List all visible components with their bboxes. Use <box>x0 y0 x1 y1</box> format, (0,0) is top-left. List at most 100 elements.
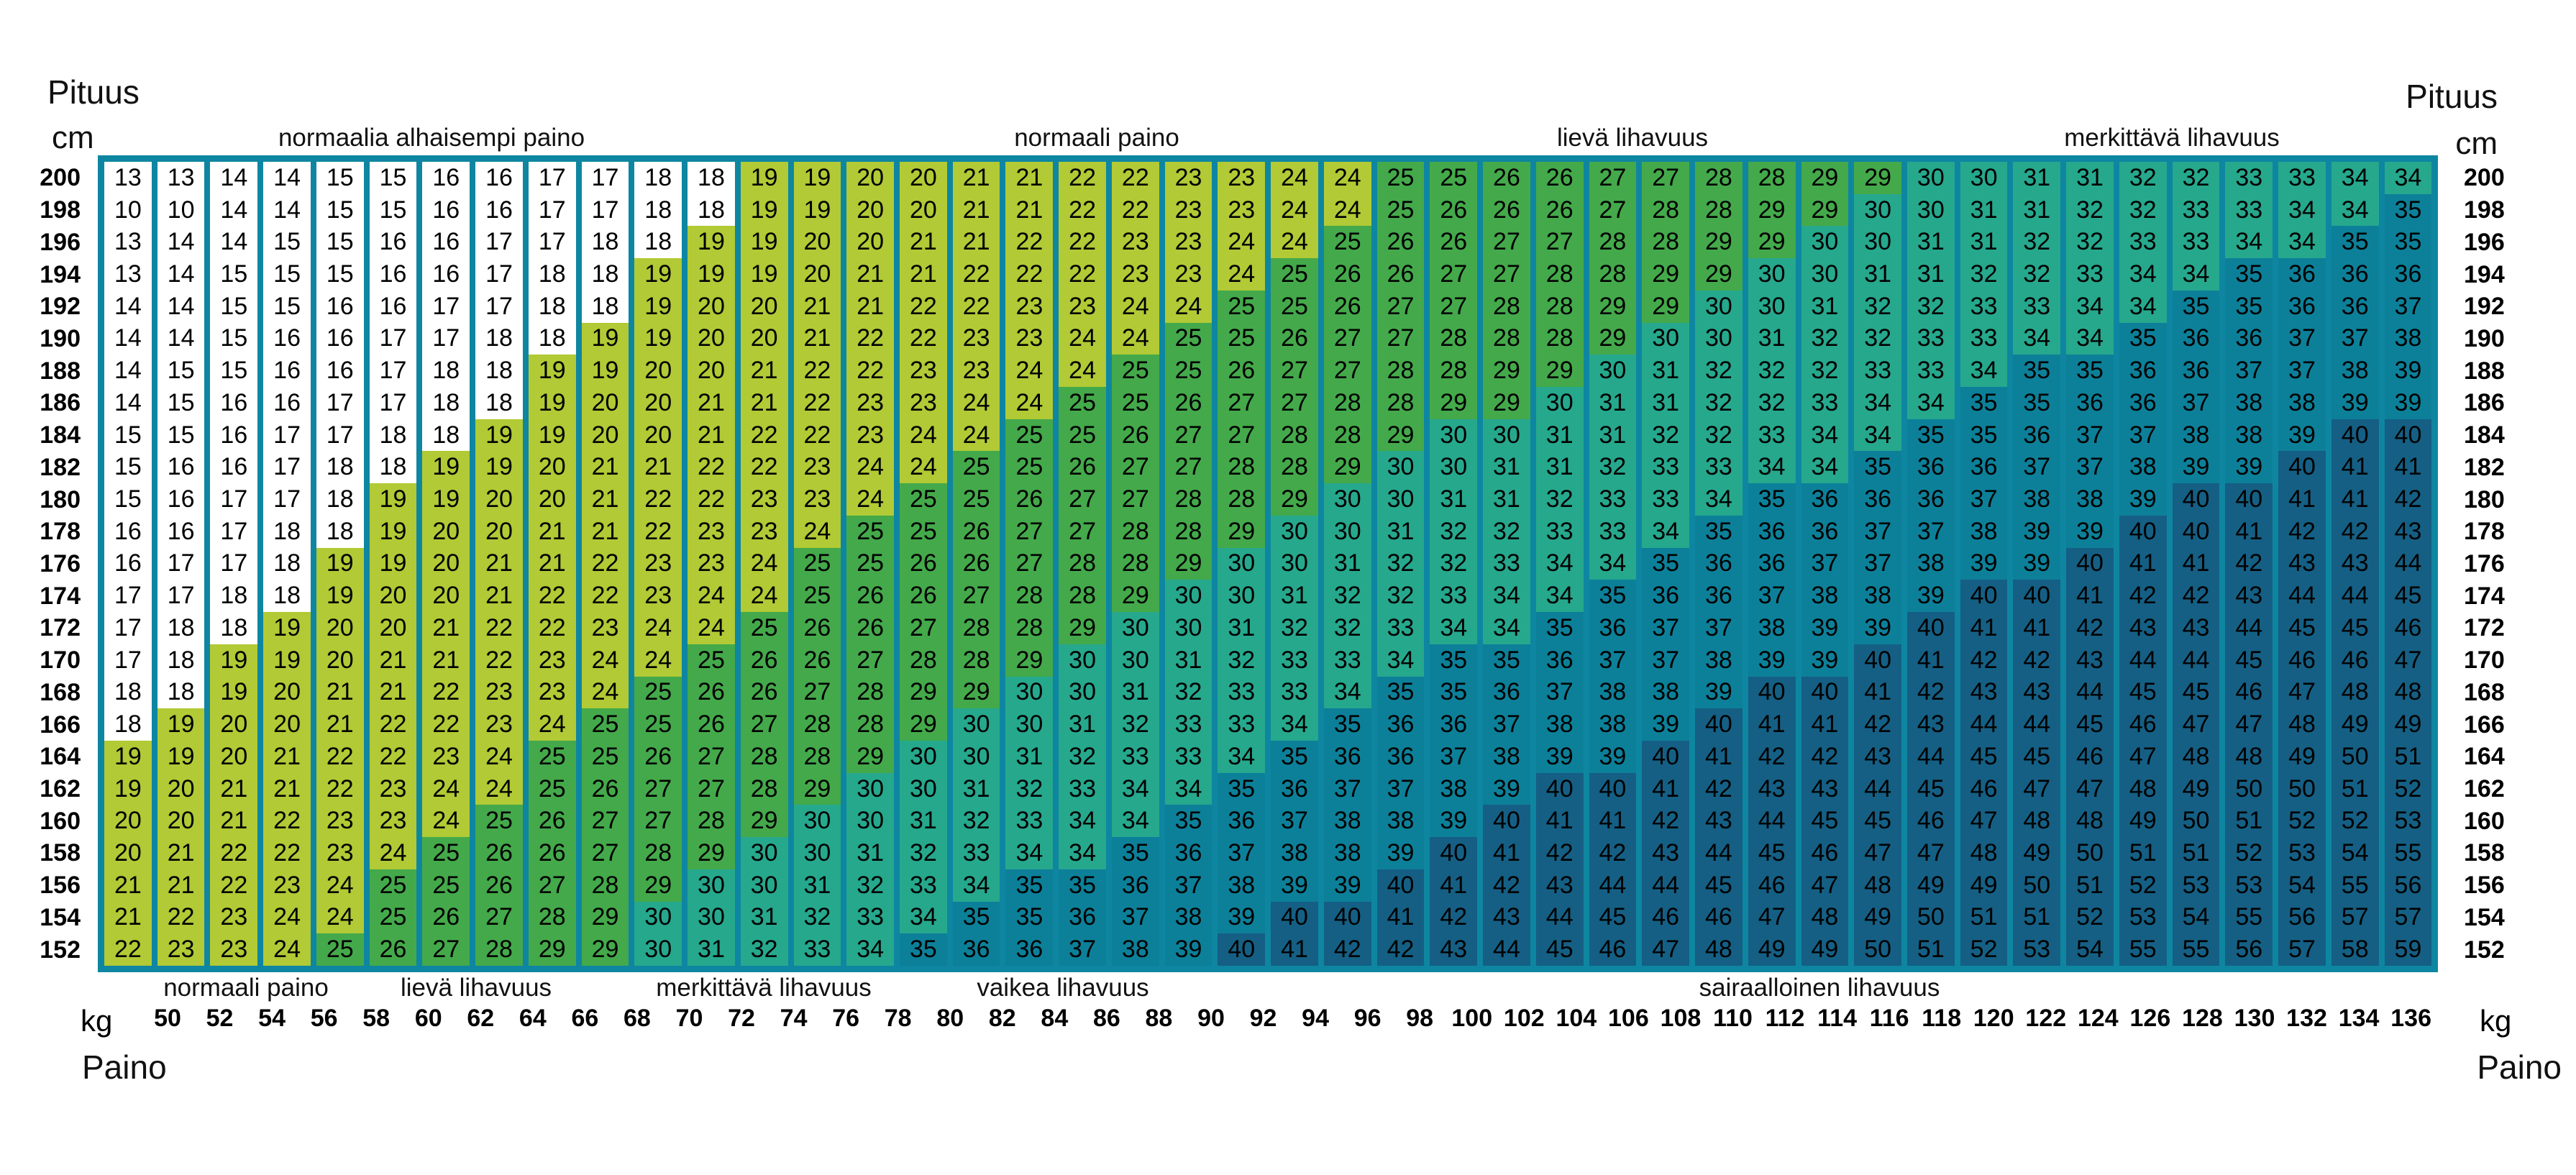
bmi-cell: 32 <box>1801 355 1849 388</box>
bmi-cell: 26 <box>581 772 629 805</box>
bmi-cell: 20 <box>422 515 470 548</box>
bmi-cell: 20 <box>157 772 205 805</box>
bmi-cell: 31 <box>1589 387 1637 419</box>
bmi-cell: 24 <box>263 901 311 934</box>
bmi-cell: 27 <box>1218 387 1266 419</box>
bmi-cell: 23 <box>316 805 364 838</box>
bmi-cell: 16 <box>422 226 470 259</box>
bmi-cell: 19 <box>793 162 841 194</box>
height-label-right-168: 168 <box>2464 678 2505 706</box>
weight-label-102: 102 <box>1503 1005 1545 1032</box>
bmi-cell: 35 <box>900 933 947 966</box>
bmi-cell: 41 <box>1960 612 2008 644</box>
bmi-cell: 24 <box>1271 162 1318 194</box>
bmi-cell: 25 <box>1005 419 1054 452</box>
bmi-cell: 26 <box>422 901 470 934</box>
bmi-cell: 22 <box>104 933 152 966</box>
bmi-cell: 43 <box>1430 933 1478 966</box>
bmi-cell: 51 <box>1906 933 1955 966</box>
bmi-cell: 39 <box>2331 387 2379 419</box>
bmi-cell: 47 <box>2384 644 2432 677</box>
bmi-cell: 27 <box>1376 290 1425 323</box>
bmi-cell: 25 <box>1059 387 1106 419</box>
bmi-cell: 37 <box>1748 580 1796 613</box>
bmi-cell: 24 <box>475 772 523 805</box>
bmi-cell: 53 <box>2172 869 2220 902</box>
bmi-cell: 33 <box>1906 322 1955 355</box>
bmi-cell: 39 <box>1323 869 1371 902</box>
bmi-cell: 31 <box>1960 193 2008 227</box>
bmi-cell: 25 <box>793 580 841 613</box>
bmi-column-62: 16 16 16 16 17 17 18 18 18 19 19 20 20 20 21 21 22 22 23 24… <box>422 162 470 966</box>
bmi-column-84: 21 21 22 22 23 23 24 24 25 25 26 27 27 28 28 29 30 30 31 32… <box>1005 162 1054 966</box>
bmi-cell: 39 <box>2384 387 2432 419</box>
bmi-cell: 34 <box>1323 676 1371 709</box>
bmi-cell: 42 <box>1801 740 1849 773</box>
bmi-cell: 23 <box>793 451 841 484</box>
bmi-cell: 22 <box>210 837 258 869</box>
bmi-cell: 24 <box>528 708 576 741</box>
bmi-cell: 24 <box>581 644 629 677</box>
bmi-cell: 24 <box>316 869 364 902</box>
bmi-cell: 18 <box>475 355 523 388</box>
bmi-cell: 25 <box>1376 162 1425 194</box>
bmi-column-102: 26 26 27 27 28 28 29 29 30 31 31 32 33 34 34 35 36 37 38 39… <box>1483 162 1530 966</box>
bmi-cell: 41 <box>2225 515 2273 548</box>
bmi-cell: 31 <box>1854 258 1901 291</box>
bmi-cell: 48 <box>2119 772 2167 805</box>
bmi-cell: 28 <box>1323 419 1371 452</box>
height-label-right-188: 188 <box>2464 357 2505 385</box>
bmi-cell: 15 <box>104 483 152 516</box>
bmi-cell: 37 <box>2278 322 2326 355</box>
bmi-cell: 29 <box>1376 419 1425 452</box>
bmi-cell: 35 <box>2225 290 2273 323</box>
bmi-cell: 46 <box>2331 644 2379 677</box>
bmi-cell: 28 <box>1376 387 1425 419</box>
bmi-cell: 33 <box>2119 226 2167 259</box>
bmi-cell: 41 <box>2013 612 2061 644</box>
bmi-cell: 55 <box>2119 933 2167 966</box>
bmi-cell: 47 <box>2013 772 2061 805</box>
bmi-cell: 30 <box>1642 322 1690 355</box>
bmi-cell: 34 <box>2331 162 2379 194</box>
bmi-cell: 50 <box>2331 740 2379 773</box>
bmi-cell: 42 <box>1906 676 1955 709</box>
bmi-cell: 23 <box>900 355 947 388</box>
bmi-cell: 17 <box>528 193 576 227</box>
bmi-cell: 41 <box>1271 933 1318 966</box>
bmi-cell: 34 <box>1535 547 1584 580</box>
bmi-cell: 39 <box>1164 933 1212 966</box>
bmi-cell: 32 <box>1748 387 1796 419</box>
bmi-cell: 25 <box>634 708 682 741</box>
bmi-cell: 29 <box>528 933 576 966</box>
bmi-cell: 35 <box>2066 355 2114 388</box>
bmi-cell: 36 <box>1748 515 1796 548</box>
weight-label-62: 62 <box>467 1005 495 1032</box>
bmi-cell: 47 <box>1854 837 1901 869</box>
bmi-cell: 29 <box>1059 612 1106 644</box>
bmi-cell: 29 <box>1005 644 1054 677</box>
bmi-cell: 30 <box>952 740 1000 773</box>
bmi-cell: 28 <box>1164 483 1212 516</box>
bmi-cell: 36 <box>2119 387 2167 419</box>
bmi-cell: 46 <box>1695 901 1743 934</box>
bmi-cell: 26 <box>1376 258 1425 291</box>
bmi-cell: 35 <box>1059 869 1106 902</box>
bmi-cell: 37 <box>2119 419 2167 452</box>
bmi-cell: 22 <box>210 869 258 902</box>
bmi-cell: 21 <box>581 483 629 516</box>
bmi-cell: 27 <box>740 708 788 741</box>
top-category-label-1: normaalia alhaisempi paino <box>278 124 585 152</box>
bmi-cell: 26 <box>793 612 841 644</box>
bmi-cell: 57 <box>2278 933 2326 966</box>
bmi-cell: 44 <box>2278 580 2326 613</box>
bmi-cell: 53 <box>2013 933 2061 966</box>
bmi-cell: 47 <box>2119 740 2167 773</box>
bmi-cell: 21 <box>793 290 841 323</box>
bmi-cell: 24 <box>1271 226 1318 259</box>
bmi-column-136: 34 35 35 36 37 38 39 39 40 41 42 43 44 45 46 47 48 49 51 52… <box>2384 162 2432 966</box>
bmi-cell: 38 <box>1323 805 1371 838</box>
bmi-cell: 27 <box>528 869 576 902</box>
bmi-cell: 26 <box>1323 258 1371 291</box>
bmi-cell: 39 <box>1642 708 1690 741</box>
